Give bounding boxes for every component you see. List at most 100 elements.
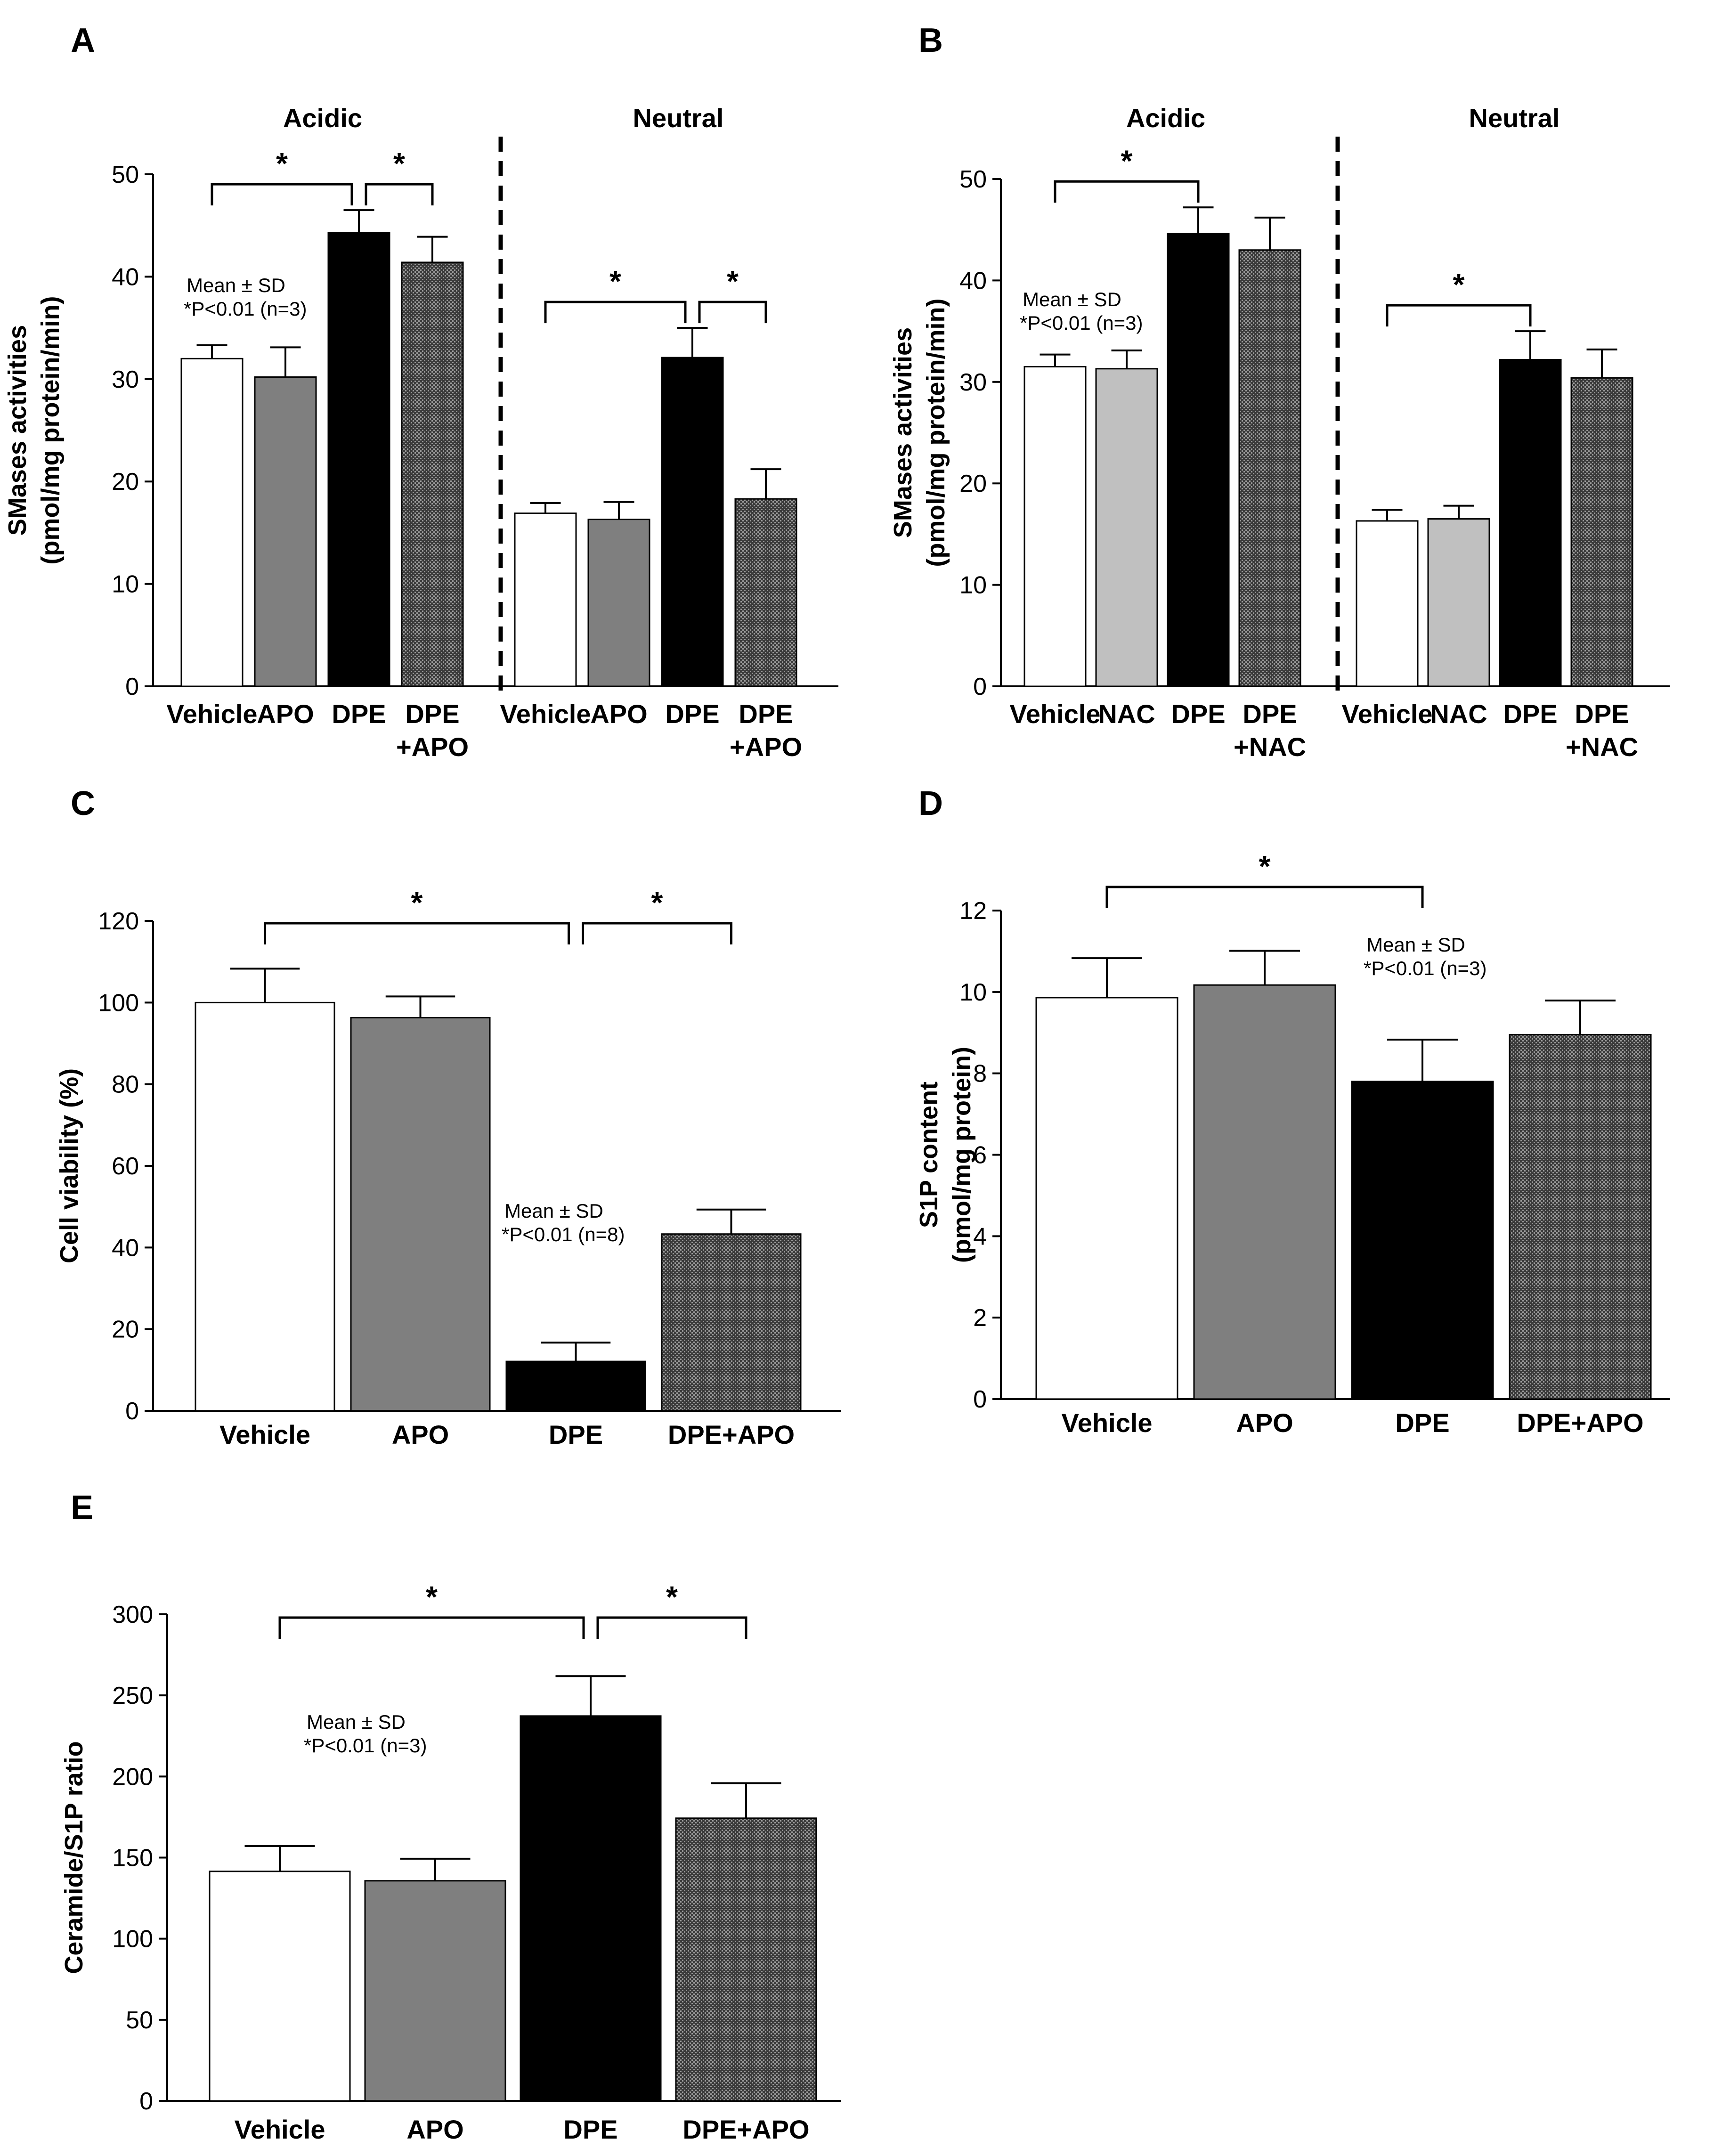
significance-bracket bbox=[365, 183, 434, 206]
stats-note: Mean ± SD bbox=[307, 1711, 406, 1733]
y-tick-label: 30 bbox=[959, 369, 987, 396]
category-label: Vehicle bbox=[166, 699, 257, 729]
y-tick-label: 50 bbox=[126, 2007, 153, 2034]
condition-title: Neutral bbox=[633, 103, 724, 133]
bar bbox=[520, 1715, 662, 2102]
panel-c-chart: C 0 20 40 60 80 100 120 Cell viability (%) Vehicl… bbox=[55, 785, 841, 1449]
y-axis-label: Ceramide/S1P ratio bbox=[60, 1741, 88, 1974]
condition-title: Neutral bbox=[1469, 103, 1560, 133]
bar bbox=[1570, 377, 1633, 687]
significance-bracket bbox=[278, 1616, 585, 1639]
y-tick-label: 20 bbox=[112, 1316, 139, 1343]
y-tick-label: 40 bbox=[959, 267, 987, 294]
y-tick-label: 20 bbox=[112, 468, 139, 496]
category-label: DPE bbox=[1575, 699, 1629, 729]
stats-note: Mean ± SD bbox=[1366, 934, 1465, 956]
significance-star: * bbox=[1121, 144, 1133, 178]
bar bbox=[401, 261, 464, 687]
y-tick-label: 10 bbox=[959, 572, 987, 599]
y-tick-label: 40 bbox=[112, 263, 139, 291]
stats-note: *P<0.01 (n=3) bbox=[1364, 957, 1487, 979]
y-tick-label: 0 bbox=[973, 673, 987, 700]
category-label: APO bbox=[590, 699, 647, 729]
panel-label: D bbox=[918, 785, 943, 822]
bar bbox=[209, 1871, 351, 2102]
y-tick-label: 80 bbox=[112, 1071, 139, 1098]
bar bbox=[1024, 366, 1087, 687]
stats-note: *P<0.01 (n=8) bbox=[502, 1223, 625, 1245]
significance-star: * bbox=[666, 1580, 678, 1614]
bar bbox=[1509, 1034, 1652, 1400]
y-axis-label: (pmol/mg protein/min) bbox=[36, 296, 65, 565]
significance-star: * bbox=[651, 886, 663, 919]
category-label: DPE+APO bbox=[682, 2115, 809, 2144]
significance-bracket bbox=[544, 301, 687, 324]
stats-note: *P<0.01 (n=3) bbox=[184, 298, 307, 320]
y-axis-label: SMases activities bbox=[889, 327, 917, 538]
category-label: DPE bbox=[332, 699, 386, 729]
category-label: DPE bbox=[1243, 699, 1297, 729]
category-label: DPE bbox=[665, 699, 719, 729]
panel-label: B bbox=[918, 22, 943, 59]
significance-star: * bbox=[393, 146, 405, 180]
y-axis-label: (pmol/mg protein/min) bbox=[922, 299, 950, 567]
bar bbox=[1356, 520, 1419, 687]
category-label: Vehicle bbox=[500, 699, 591, 729]
y-axis-label: (pmol/mg protein) bbox=[948, 1047, 976, 1263]
bar bbox=[1193, 984, 1336, 1400]
significance-bracket bbox=[596, 1616, 747, 1639]
bar bbox=[734, 498, 797, 687]
category-label: Vehicle bbox=[1341, 699, 1432, 729]
y-tick-label: 6 bbox=[973, 1142, 987, 1169]
y-tick-label: 4 bbox=[973, 1223, 987, 1250]
bar bbox=[1427, 518, 1490, 687]
significance-bracket bbox=[1386, 304, 1532, 327]
category-label: +NAC bbox=[1566, 732, 1638, 762]
bar bbox=[180, 358, 244, 687]
panel-label: C bbox=[71, 785, 95, 822]
category-label: DPE bbox=[563, 2115, 617, 2144]
significance-bracket bbox=[264, 922, 570, 944]
significance-bracket bbox=[1105, 886, 1424, 908]
category-label: APO bbox=[1236, 1408, 1293, 1438]
bar bbox=[1167, 233, 1230, 687]
y-axis-label: Cell viability (%) bbox=[55, 1068, 83, 1263]
y-tick-label: 100 bbox=[98, 989, 139, 1017]
category-label: +NAC bbox=[1234, 732, 1306, 762]
category-label: DPE bbox=[405, 699, 459, 729]
category-label: DPE bbox=[549, 1420, 603, 1449]
bar bbox=[661, 357, 724, 687]
bar bbox=[364, 1880, 506, 2102]
y-tick-label: 0 bbox=[973, 1386, 987, 1413]
bar bbox=[1238, 249, 1301, 687]
significance-bracket bbox=[1054, 180, 1200, 203]
y-tick-label: 10 bbox=[959, 979, 987, 1006]
panel-d-chart: D 0 2 4 6 8 10 12 S1P content (pmol/mg protein) Ve… bbox=[915, 785, 1670, 1438]
significance-star: * bbox=[727, 264, 739, 298]
category-label: DPE+APO bbox=[1517, 1408, 1643, 1438]
y-tick-label: 60 bbox=[112, 1153, 139, 1180]
stats-note: *P<0.01 (n=3) bbox=[1020, 312, 1143, 334]
stats-note: Mean ± SD bbox=[504, 1200, 603, 1222]
category-label: Vehicle bbox=[1061, 1408, 1152, 1438]
panel-a-chart: A 0 10 20 30 40 50 SMases activities (pmol/mg pr… bbox=[3, 22, 838, 762]
significance-star: * bbox=[426, 1580, 438, 1614]
y-axis-label: SMases activities bbox=[3, 325, 32, 536]
significance-star: * bbox=[1259, 849, 1271, 883]
bar bbox=[195, 1001, 335, 1412]
category-label: DPE bbox=[1171, 699, 1225, 729]
category-label: DPE+APO bbox=[668, 1420, 795, 1449]
category-label: DPE bbox=[1395, 1408, 1449, 1438]
bar bbox=[1035, 997, 1178, 1400]
condition-title: Acidic bbox=[1126, 103, 1205, 133]
significance-bracket bbox=[698, 301, 767, 324]
y-tick-label: 100 bbox=[112, 1926, 153, 1953]
y-tick-label: 200 bbox=[112, 1763, 153, 1790]
panel-b-chart: B 0 10 20 30 40 50 SMases activities (pmol/mg pr… bbox=[889, 22, 1670, 762]
category-label: APO bbox=[406, 2115, 463, 2144]
category-label: APO bbox=[257, 699, 314, 729]
y-tick-label: 40 bbox=[112, 1234, 139, 1261]
y-tick-label: 12 bbox=[959, 897, 987, 925]
bar bbox=[505, 1360, 646, 1412]
